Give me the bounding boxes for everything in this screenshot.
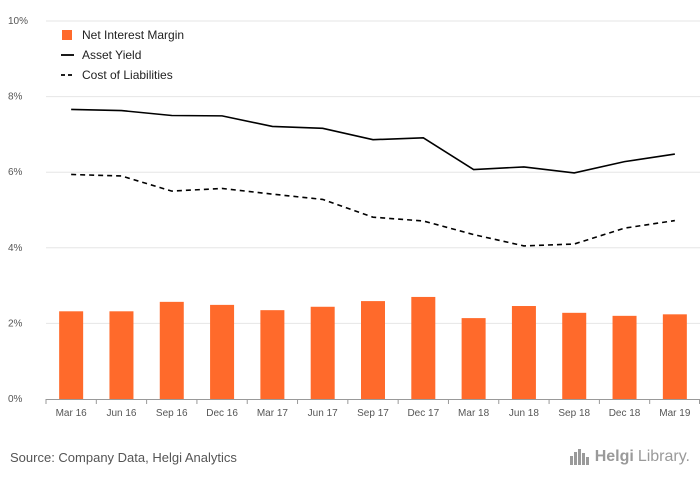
legend-swatch — [62, 30, 72, 40]
x-tick-label: Jun 17 — [308, 408, 338, 419]
bar — [411, 296, 436, 399]
bar — [159, 301, 184, 399]
bars-net-interest-margin — [59, 296, 687, 399]
x-tick-label: Sep 16 — [156, 408, 188, 419]
y-tick-label: 2% — [8, 318, 23, 329]
bar — [260, 310, 285, 399]
series-line-2 — [71, 173, 675, 247]
x-tick-label: Mar 16 — [56, 408, 88, 419]
x-tick-label: Sep 18 — [558, 408, 590, 419]
x-tick-label: Dec 16 — [206, 408, 238, 419]
x-tick-label: Mar 17 — [257, 408, 289, 419]
bar — [109, 311, 134, 399]
logo-text: Helgi — [594, 448, 634, 465]
y-tick-label: 8% — [8, 92, 23, 103]
x-tick-label: Jun 18 — [509, 408, 539, 419]
bar — [310, 306, 335, 399]
y-tick-label: 4% — [8, 243, 23, 254]
bar — [59, 311, 84, 399]
y-tick-label: 6% — [8, 167, 23, 178]
series-lines — [71, 108, 675, 247]
legend-label: Net Interest Margin — [82, 28, 184, 42]
bar — [461, 318, 486, 399]
helgi-library-logo-icon — [569, 449, 589, 465]
y-tick-label: 0% — [8, 394, 23, 405]
x-axis: Mar 16 Jun 16 Sep 16 Dec 16 Mar 17 Jun 17 Sep … — [45, 399, 700, 419]
y-axis: 0% 2% 4% 6% 8% 10% — [8, 16, 28, 405]
bar — [612, 315, 637, 399]
bar — [361, 301, 385, 399]
bar — [662, 314, 687, 399]
series-line-1 — [71, 108, 675, 174]
bar — [562, 312, 587, 399]
legend: Net Interest Margin Asset Yield Cost of Li… — [61, 28, 184, 82]
x-tick-label: Dec 17 — [407, 408, 439, 419]
helgi-library-logo[interactable]: Helgi Library. — [569, 448, 690, 466]
x-tick-label: Mar 19 — [659, 408, 691, 419]
y-tick-label: 10% — [8, 16, 28, 27]
bar — [210, 304, 235, 399]
x-tick-label: Jun 16 — [106, 408, 136, 419]
source-note: Source: Company Data, Helgi Analytics — [10, 450, 237, 465]
x-tick-label: Sep 17 — [357, 408, 389, 419]
bar — [511, 306, 536, 399]
grid-lines — [46, 20, 700, 324]
x-tick-label: Mar 18 — [458, 408, 490, 419]
legend-label: Asset Yield — [82, 48, 141, 62]
x-tick-label: Dec 18 — [609, 408, 641, 419]
legend-label: Cost of Liabilities — [82, 68, 173, 82]
logo-text-library: Library. — [637, 448, 690, 465]
